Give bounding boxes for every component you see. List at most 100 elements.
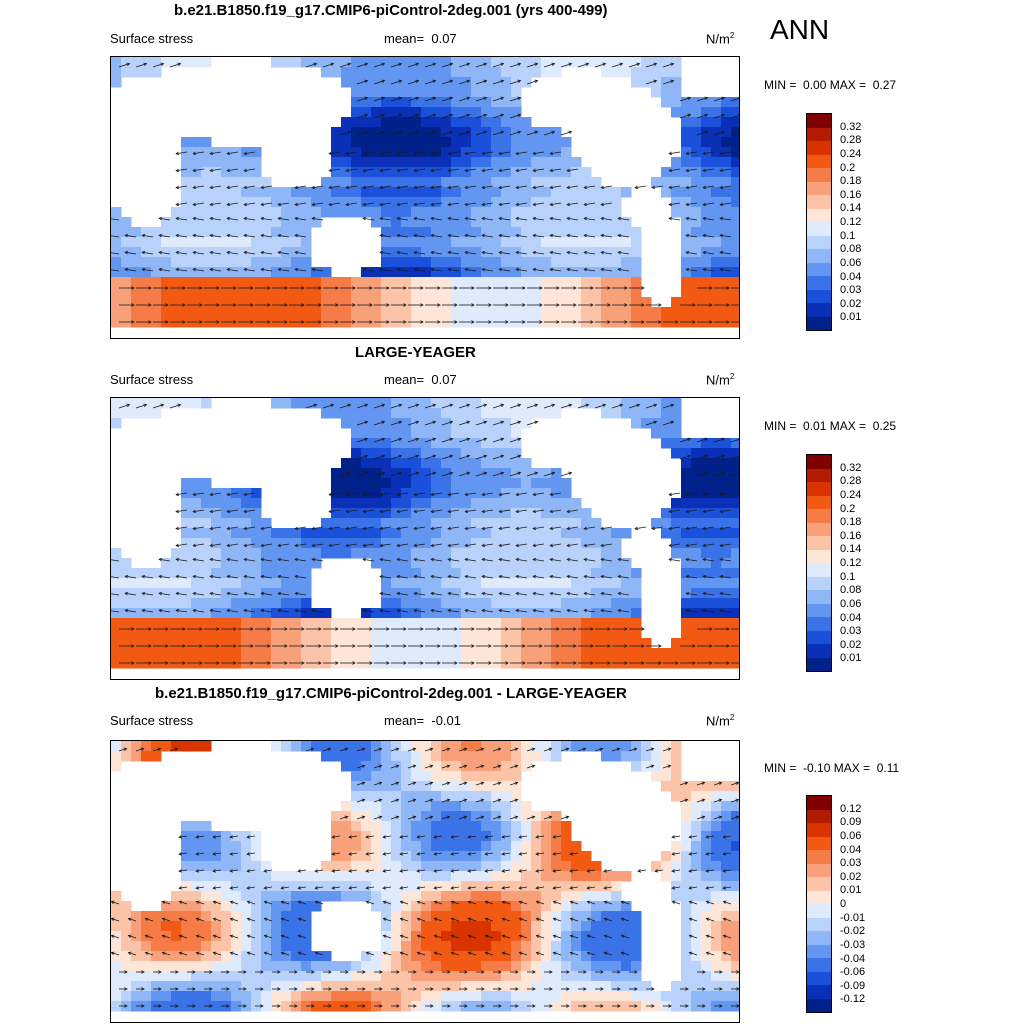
stress-cell: [191, 488, 202, 499]
stress-cell: [671, 87, 682, 98]
stress-vector-arrow: [425, 320, 441, 324]
stress-cell: [241, 618, 252, 629]
stress-cell: [361, 751, 372, 762]
stress-vector-arrow: [362, 557, 375, 562]
stress-vector-arrow: [192, 492, 205, 497]
stress-cell: [591, 588, 602, 599]
stress-cell: [281, 237, 292, 248]
stress-vector-arrow: [391, 970, 400, 974]
stress-cell: [501, 97, 512, 108]
stress-cell: [571, 901, 582, 912]
stress-vector-arrow: [535, 835, 545, 839]
stress-cell: [511, 498, 522, 509]
stress-cell: [731, 991, 739, 1002]
stress-cell: [211, 981, 222, 992]
stress-cell: [491, 558, 502, 569]
stress-cell: [371, 761, 382, 772]
stress-vector-arrow: [297, 917, 307, 922]
stress-cell: [721, 841, 732, 852]
stress-cell: [601, 871, 612, 882]
stress-vector-arrow: [209, 608, 222, 613]
stress-vector-arrow: [209, 526, 222, 531]
stress-vector-arrow: [424, 798, 434, 803]
stress-cell: [281, 528, 292, 539]
stress-cell: [571, 588, 582, 599]
stress-cell: [301, 287, 312, 298]
stress-cell: [551, 498, 562, 509]
stress-vector-arrow: [277, 216, 290, 221]
stress-cell: [441, 237, 452, 248]
stress-cell: [361, 398, 372, 409]
stress-vector-arrow: [458, 62, 471, 68]
stress-vector-arrow: [153, 1004, 162, 1008]
stress-cell: [541, 508, 552, 519]
stress-cell: [521, 991, 532, 1002]
stress-cell: [161, 1001, 172, 1012]
stress-cell: [441, 297, 452, 308]
stress-cell: [201, 538, 212, 549]
stress-cell: [561, 941, 572, 952]
stress-vector-arrow: [433, 869, 443, 873]
stress-cell: [711, 961, 722, 972]
stress-cell: [621, 971, 632, 982]
stress-cell: [641, 751, 652, 762]
stress-cell: [471, 398, 482, 409]
stress-cell: [551, 277, 562, 288]
stress-cell: [681, 991, 692, 1002]
stress-cell: [121, 227, 132, 238]
season-label: ANN: [770, 14, 830, 45]
stress-vector-arrow: [294, 202, 307, 207]
stress-cell: [501, 761, 512, 772]
stress-cell: [401, 197, 412, 208]
stress-cell: [711, 127, 722, 138]
stress-cell: [241, 508, 252, 519]
stress-cell: [341, 741, 352, 752]
stress-vector-arrow: [357, 1004, 366, 1008]
stress-vector-arrow: [481, 543, 494, 548]
stress-cell: [311, 628, 322, 639]
stress-vector-arrow: [578, 286, 594, 290]
stress-cell: [411, 951, 422, 962]
stress-cell: [381, 781, 392, 792]
stress-cell: [421, 801, 432, 812]
stress-cell: [661, 177, 672, 188]
stress-cell: [571, 921, 582, 932]
stress-cell: [141, 961, 152, 972]
stress-cell: [511, 227, 522, 238]
stress-cell: [691, 498, 702, 509]
stress-cell: [401, 1001, 412, 1012]
stress-cell: [191, 831, 202, 842]
stress-vector-arrow: [226, 267, 239, 272]
stress-vector-arrow: [272, 286, 288, 290]
stress-vector-arrow: [600, 543, 613, 548]
stress-cell: [431, 237, 442, 248]
stress-vector-arrow: [339, 471, 352, 477]
stress-cell: [471, 267, 482, 278]
stress-cell: [401, 638, 412, 649]
stress-cell: [411, 518, 422, 529]
stress-vector-arrow: [238, 286, 254, 290]
stress-cell: [731, 941, 739, 952]
stress-cell: [431, 488, 442, 499]
stress-vector-arrow: [668, 509, 681, 514]
stress-vector-arrow: [178, 886, 188, 890]
stress-cell: [301, 398, 312, 409]
stress-vector-arrow: [280, 900, 290, 905]
stress-cell: [331, 648, 342, 659]
stress-cell: [691, 167, 702, 178]
stress-cell: [421, 67, 432, 78]
stress-vector-arrow: [668, 557, 681, 562]
stress-vector-arrow: [714, 987, 723, 991]
stress-cell: [511, 901, 522, 912]
stress-cell: [541, 598, 552, 609]
stress-cell: [371, 861, 382, 872]
stress-vector-arrow: [204, 987, 213, 991]
stress-cell: [641, 398, 652, 409]
stress-cell: [121, 558, 132, 569]
stress-cell: [681, 488, 692, 499]
stress-cell: [631, 277, 642, 288]
panel-2-mean-label: mean=: [384, 372, 425, 387]
stress-vector-arrow: [532, 492, 545, 497]
stress-cell: [591, 618, 602, 629]
stress-cell: [151, 578, 162, 589]
